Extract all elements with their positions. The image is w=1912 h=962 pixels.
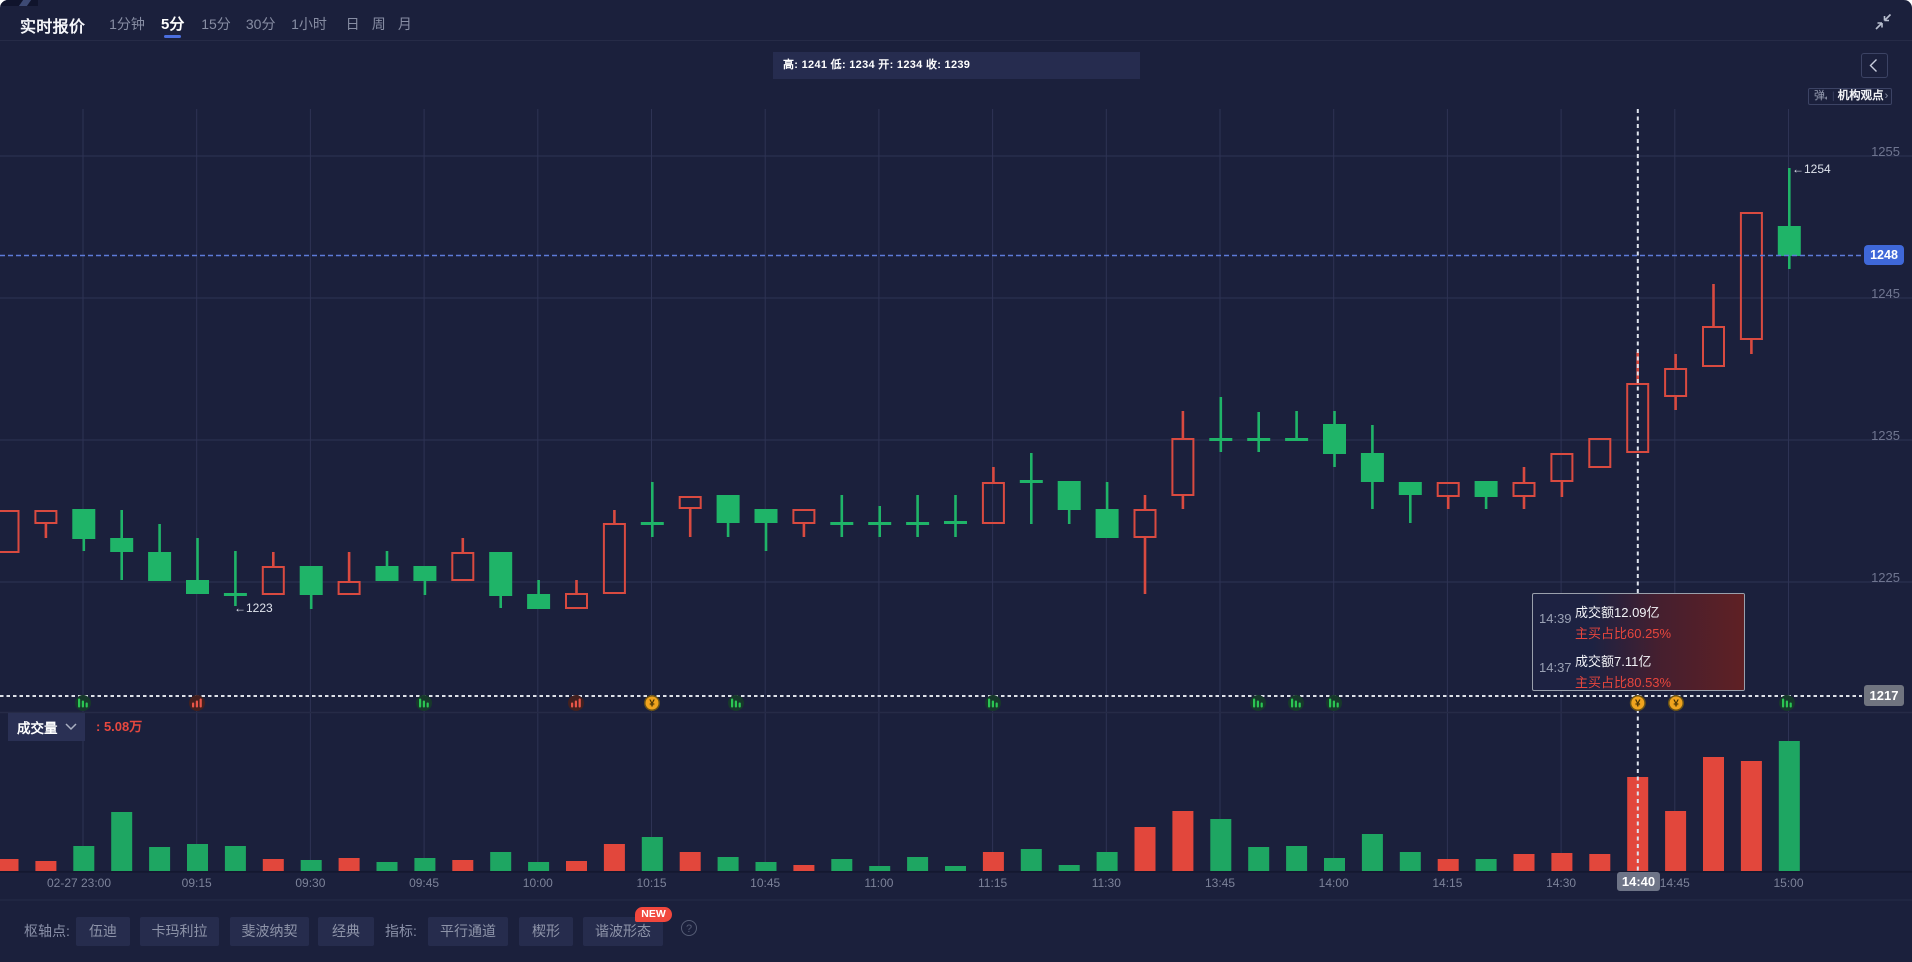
svg-text:¥: ¥ (1673, 699, 1679, 710)
svg-text:¥: ¥ (649, 699, 655, 710)
svg-text:¥: ¥ (1635, 699, 1641, 710)
